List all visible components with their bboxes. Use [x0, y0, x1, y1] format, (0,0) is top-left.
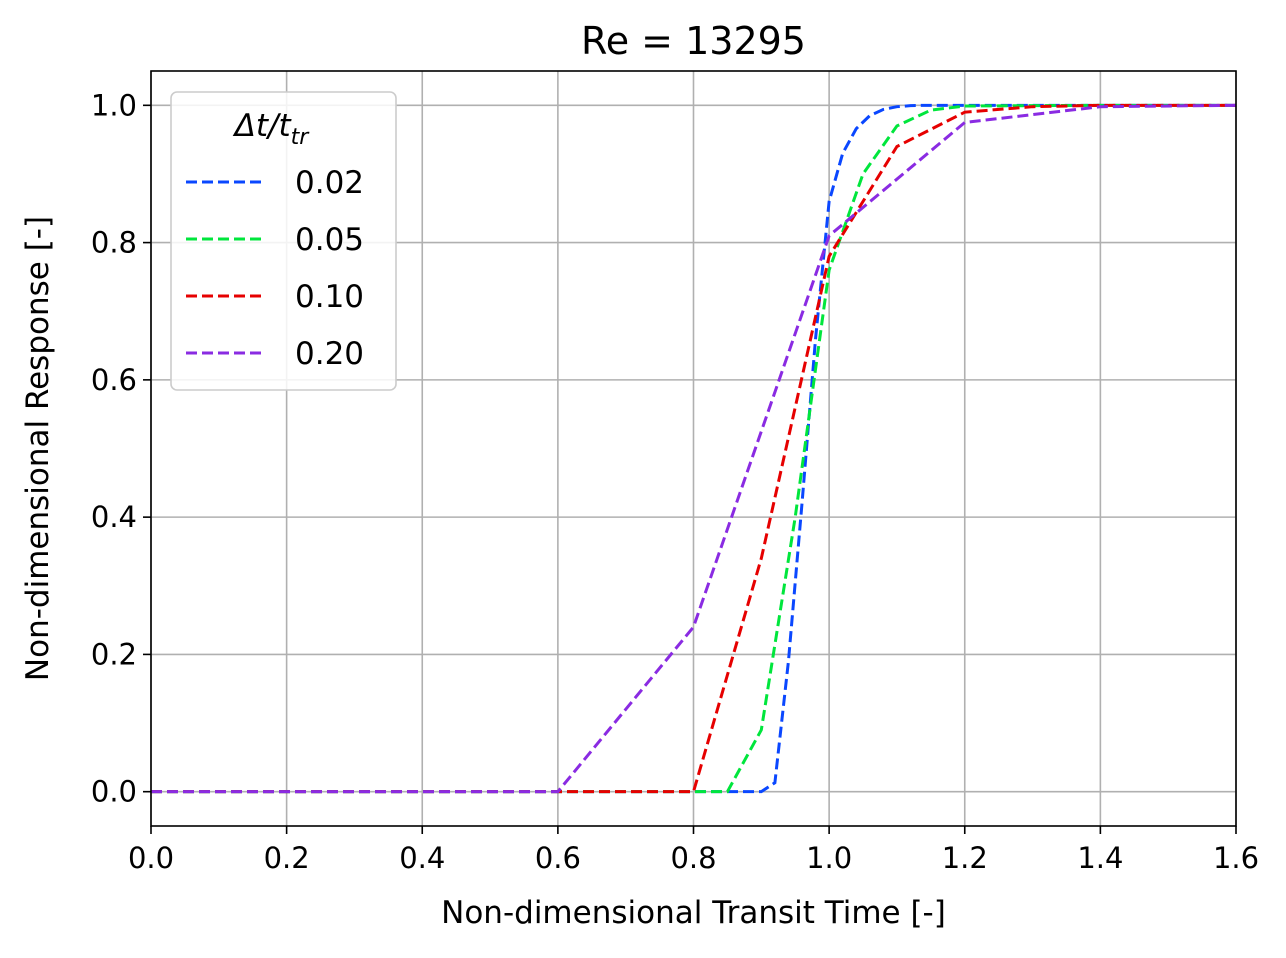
series-layer: [151, 103, 1237, 794]
legend-title-main: Δt/t: [233, 108, 293, 144]
y-tick-label: 1.0: [91, 88, 137, 122]
x-tick-label: 0.0: [128, 841, 174, 875]
x-axis-label: Non-dimensional Transit Time [-]: [441, 895, 946, 931]
legend: Δt/ttr 0.02 0.05 0.10 0.20: [170, 91, 397, 391]
series-line-0.20: [151, 103, 1237, 794]
legend-box: [170, 91, 397, 391]
legend-label: 0.05: [295, 222, 364, 258]
x-tick-label: 1.4: [1077, 841, 1123, 875]
x-tick-label: 1.0: [806, 841, 852, 875]
legend-label: 0.10: [295, 279, 364, 315]
x-tick-label: 0.6: [535, 841, 581, 875]
y-axis-label: Non-dimensional Response [-]: [20, 216, 56, 681]
axis-ticks: 0.0 0.2 0.4 0.6 0.8 1.0 1.2 1.4 1.6 0.0 0.2 0.4 0.6 0…: [91, 88, 1259, 875]
y-tick-label: 0.2: [91, 637, 137, 671]
y-tick-label: 0.4: [91, 500, 137, 534]
grid: [150, 71, 1237, 826]
legend-label: 0.02: [295, 165, 364, 201]
legend-items: 0.02 0.05 0.10 0.20: [186, 165, 364, 372]
series-line-0.05: [151, 103, 1236, 794]
chart-title: Re = 13295: [581, 19, 806, 63]
series-line-0.02: [151, 103, 1236, 794]
series-line-0.10: [151, 103, 1236, 794]
x-tick-label: 0.8: [670, 841, 716, 875]
y-tick-label: 0.0: [91, 775, 137, 809]
y-tick-label: 0.8: [91, 226, 137, 260]
x-tick-label: 1.2: [942, 841, 988, 875]
legend-title: Δt/ttr: [233, 108, 311, 150]
x-tick-label: 1.6: [1213, 841, 1259, 875]
legend-title-subscript: tr: [291, 125, 311, 150]
x-tick-label: 0.4: [399, 841, 445, 875]
y-tick-label: 0.6: [91, 363, 137, 397]
legend-label: 0.20: [295, 336, 364, 372]
x-tick-label: 0.2: [264, 841, 310, 875]
